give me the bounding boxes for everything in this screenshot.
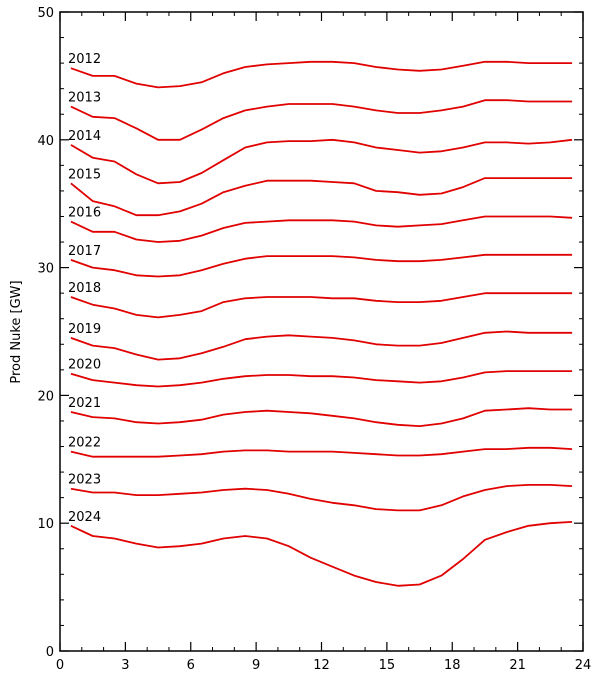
axis-ticks: 0 3 6 9 12 15 18 21 24 0 10 20 30 40 50 <box>37 6 591 673</box>
series-layer <box>70 60 573 587</box>
series-line-2019 <box>70 330 573 361</box>
series-line-2023 <box>70 483 573 512</box>
x-tick-label: 9 <box>252 658 260 673</box>
x-tick-label: 18 <box>444 658 461 673</box>
series-line-2022 <box>70 446 573 458</box>
series-label-2018: 2018 <box>68 281 101 296</box>
series-line-2024 <box>70 521 573 587</box>
x-tick-label: 24 <box>575 658 592 673</box>
series-line-2013 <box>70 99 573 141</box>
series-label-2017: 2017 <box>68 244 101 259</box>
x-tick-label: 21 <box>509 658 526 673</box>
series-label-2012: 2012 <box>68 52 101 67</box>
x-tick-label: 15 <box>379 658 396 673</box>
series-line-2021 <box>70 407 573 428</box>
series-label-2022: 2022 <box>68 436 101 451</box>
series-label-2014: 2014 <box>68 129 101 144</box>
series-label-2021: 2021 <box>68 396 101 411</box>
y-tick-label: 0 <box>46 645 54 660</box>
series-line-2015 <box>70 177 573 217</box>
series-line-2018 <box>70 292 573 319</box>
y-tick-label: 50 <box>37 6 54 21</box>
series-label-2013: 2013 <box>68 91 101 106</box>
series-label-2019: 2019 <box>68 322 101 337</box>
y-tick-label: 10 <box>37 517 54 532</box>
y-tick-label: 30 <box>37 262 54 277</box>
x-tick-label: 12 <box>313 658 330 673</box>
series-label-2023: 2023 <box>68 473 101 488</box>
series-line-2012 <box>70 60 573 89</box>
series-label-2016: 2016 <box>68 206 101 221</box>
y-tick-label: 20 <box>37 389 54 404</box>
y-tick-label: 40 <box>37 134 54 149</box>
series-line-2017 <box>70 253 573 278</box>
x-tick-label: 3 <box>121 658 129 673</box>
x-tick-label: 0 <box>56 658 64 673</box>
series-label-2015: 2015 <box>68 167 101 182</box>
series-line-2016 <box>70 215 573 243</box>
series-line-2020 <box>70 370 573 388</box>
series-label-2020: 2020 <box>68 358 101 373</box>
series-label-2024: 2024 <box>68 510 101 525</box>
x-tick-label: 6 <box>187 658 195 673</box>
y-axis-label: Prod Nuke [GW] <box>9 280 24 383</box>
series-line-2014 <box>70 138 573 185</box>
series-label-layer: 2012 2013 2014 2015 2016 2017 2018 2019 2020 2021… <box>68 52 101 525</box>
